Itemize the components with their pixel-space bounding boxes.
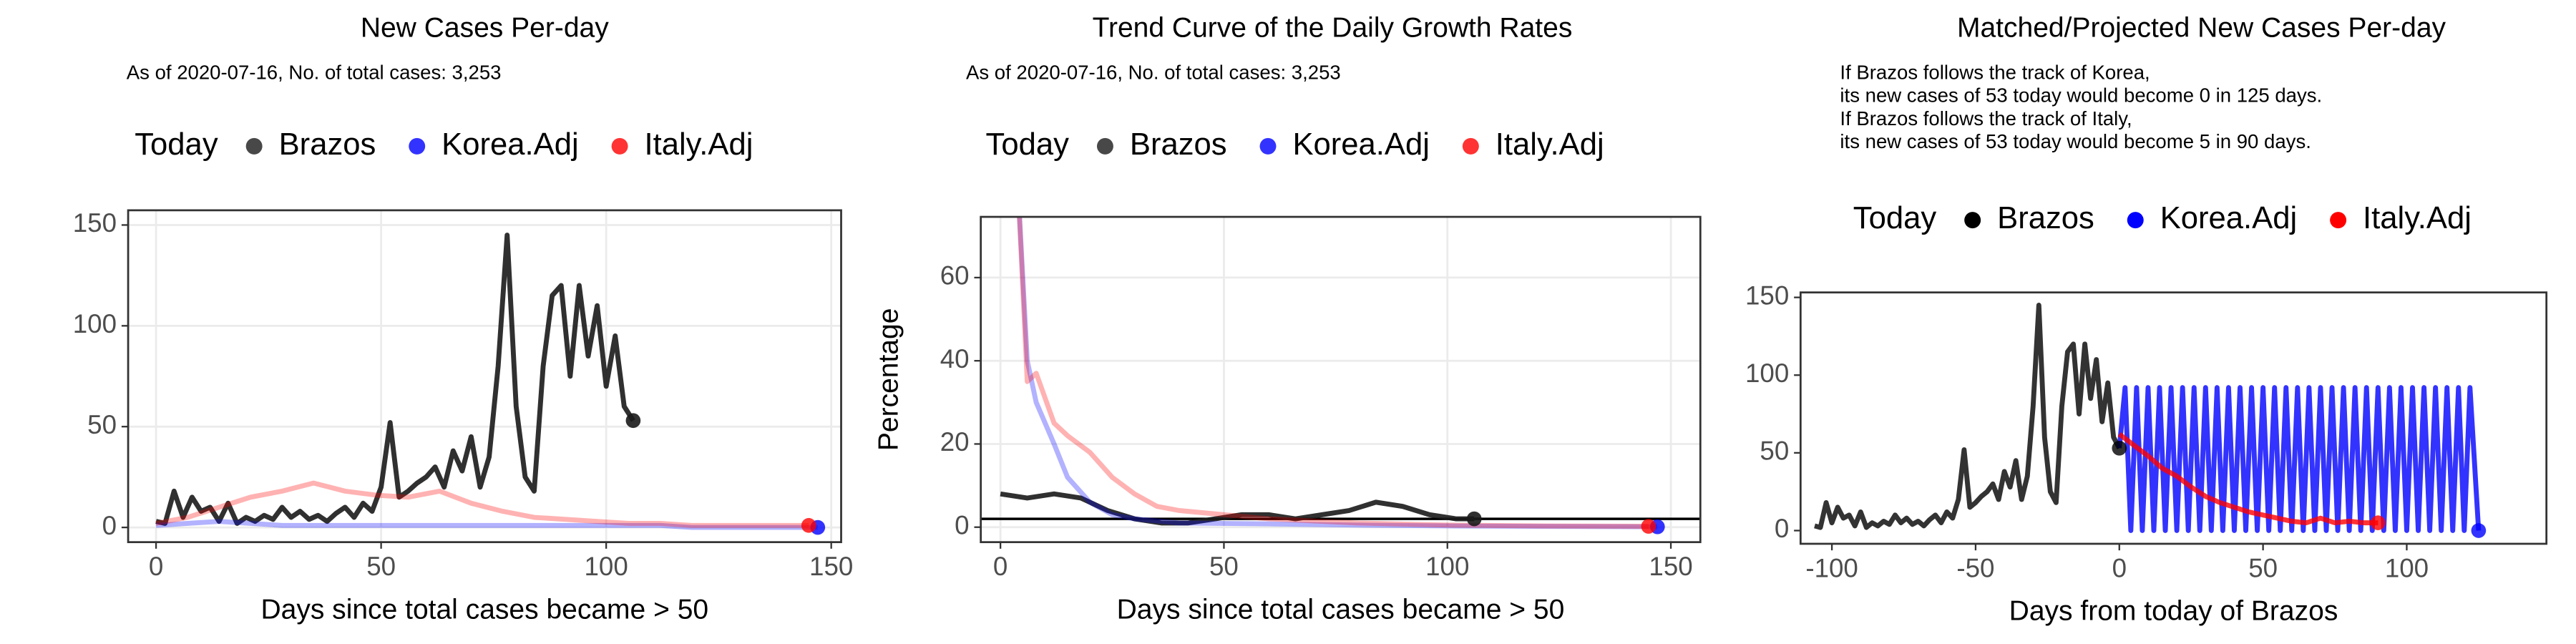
panel-border xyxy=(127,209,842,544)
y-tick-label: 60 xyxy=(940,261,970,291)
series-line xyxy=(1814,303,2122,530)
x-axis-title: Days since total cases became > 50 xyxy=(260,594,708,625)
y-axis-title: Percentage xyxy=(874,308,904,452)
legend-label: Brazos xyxy=(1997,201,2094,235)
today-point xyxy=(625,413,641,429)
legend-marker xyxy=(2330,212,2347,229)
series-line xyxy=(155,480,809,528)
y-tick-label: 150 xyxy=(1745,280,1789,310)
legend-title: Today xyxy=(1853,201,1937,235)
chart-title: Matched/Projected New Cases Per-day xyxy=(1957,13,2446,44)
panel-border xyxy=(980,215,1702,544)
legend-marker xyxy=(1964,212,1981,229)
series-line xyxy=(1000,491,1475,526)
y-tick-label: 50 xyxy=(87,410,117,439)
series-layer xyxy=(155,233,818,530)
y-tick-label: 100 xyxy=(73,309,117,338)
x-tick-label: 100 xyxy=(2385,553,2429,582)
subtitle: As of 2020-07-16, No. of total cases: 3,… xyxy=(966,62,1341,84)
legend-label: Brazos xyxy=(279,127,376,162)
x-tick-label: 0 xyxy=(2112,553,2127,582)
x-axis-title: Days from today of Brazos xyxy=(2009,596,2338,627)
today-point xyxy=(2112,441,2127,456)
legend-title: Today xyxy=(135,127,218,162)
today-point xyxy=(1466,511,1482,527)
x-tick-label: 100 xyxy=(1425,552,1469,581)
today-point xyxy=(2471,523,2487,538)
series-line xyxy=(155,519,818,530)
chart-title: Trend Curve of the Daily Growth Rates xyxy=(1093,13,1573,44)
series-line xyxy=(1017,217,1649,530)
legend-label: Italy.Adj xyxy=(2363,201,2472,235)
legend-label: Italy.Adj xyxy=(1496,127,1604,162)
series-line xyxy=(2117,385,2482,533)
today-point xyxy=(2370,515,2386,530)
legend-marker xyxy=(1096,137,1113,155)
legend-label: Italy.Adj xyxy=(645,127,753,162)
subtitle: its new cases of 53 today would become 5… xyxy=(1840,130,2311,152)
legend-label: Korea.Adj xyxy=(1292,127,1430,162)
series-line xyxy=(1017,217,1658,530)
today-point xyxy=(801,517,816,533)
plot-area xyxy=(128,210,841,542)
x-tick-label: 50 xyxy=(2248,553,2278,582)
legend-marker xyxy=(1462,137,1479,155)
x-tick-label: 100 xyxy=(585,552,628,581)
legend-marker xyxy=(611,137,628,155)
plot-area xyxy=(980,217,1701,542)
legend-label: Korea.Adj xyxy=(441,127,579,162)
series-layer xyxy=(1814,303,2482,533)
x-tick-label: 0 xyxy=(149,552,163,581)
series-layer xyxy=(980,217,1701,530)
x-tick-label: 150 xyxy=(809,552,853,581)
y-tick-label: 100 xyxy=(1745,358,1789,388)
subtitle: If Brazos follows the track of Italy, xyxy=(1840,107,2132,130)
x-tick-label: -50 xyxy=(1956,553,1994,582)
x-axis-title: Days since total cases became > 50 xyxy=(1117,594,1565,625)
y-tick-label: 50 xyxy=(1760,436,1789,466)
legend-marker xyxy=(1259,137,1277,155)
legend-marker xyxy=(245,137,263,155)
chart-title: New Cases Per-day xyxy=(361,13,609,44)
x-tick-label: 150 xyxy=(1649,552,1692,581)
y-tick-label: 0 xyxy=(102,511,117,540)
y-tick-label: 0 xyxy=(955,510,969,540)
legend-marker xyxy=(409,137,426,155)
y-tick-label: 150 xyxy=(73,208,117,238)
x-tick-label: 50 xyxy=(1209,552,1239,581)
legend-title: Today xyxy=(986,127,1070,162)
subtitle: As of 2020-07-16, No. of total cases: 3,… xyxy=(127,62,502,84)
y-tick-label: 20 xyxy=(940,427,970,457)
x-tick-label: -100 xyxy=(1805,553,1858,582)
today-point xyxy=(1641,519,1657,534)
series-line xyxy=(2117,432,2379,526)
panel-border xyxy=(1799,291,2548,545)
subtitle: If Brazos follows the track of Korea, xyxy=(1840,62,2150,84)
legend-label: Korea.Adj xyxy=(2160,201,2298,235)
x-tick-label: 50 xyxy=(366,552,396,581)
series-line xyxy=(155,233,635,526)
legend-label: Brazos xyxy=(1130,127,1227,162)
y-tick-label: 40 xyxy=(940,344,970,374)
subtitle: its new cases of 53 today would become 0… xyxy=(1840,84,2322,107)
x-tick-label: 0 xyxy=(993,552,1008,581)
legend-marker xyxy=(2127,212,2144,229)
y-tick-label: 0 xyxy=(1775,514,1789,543)
